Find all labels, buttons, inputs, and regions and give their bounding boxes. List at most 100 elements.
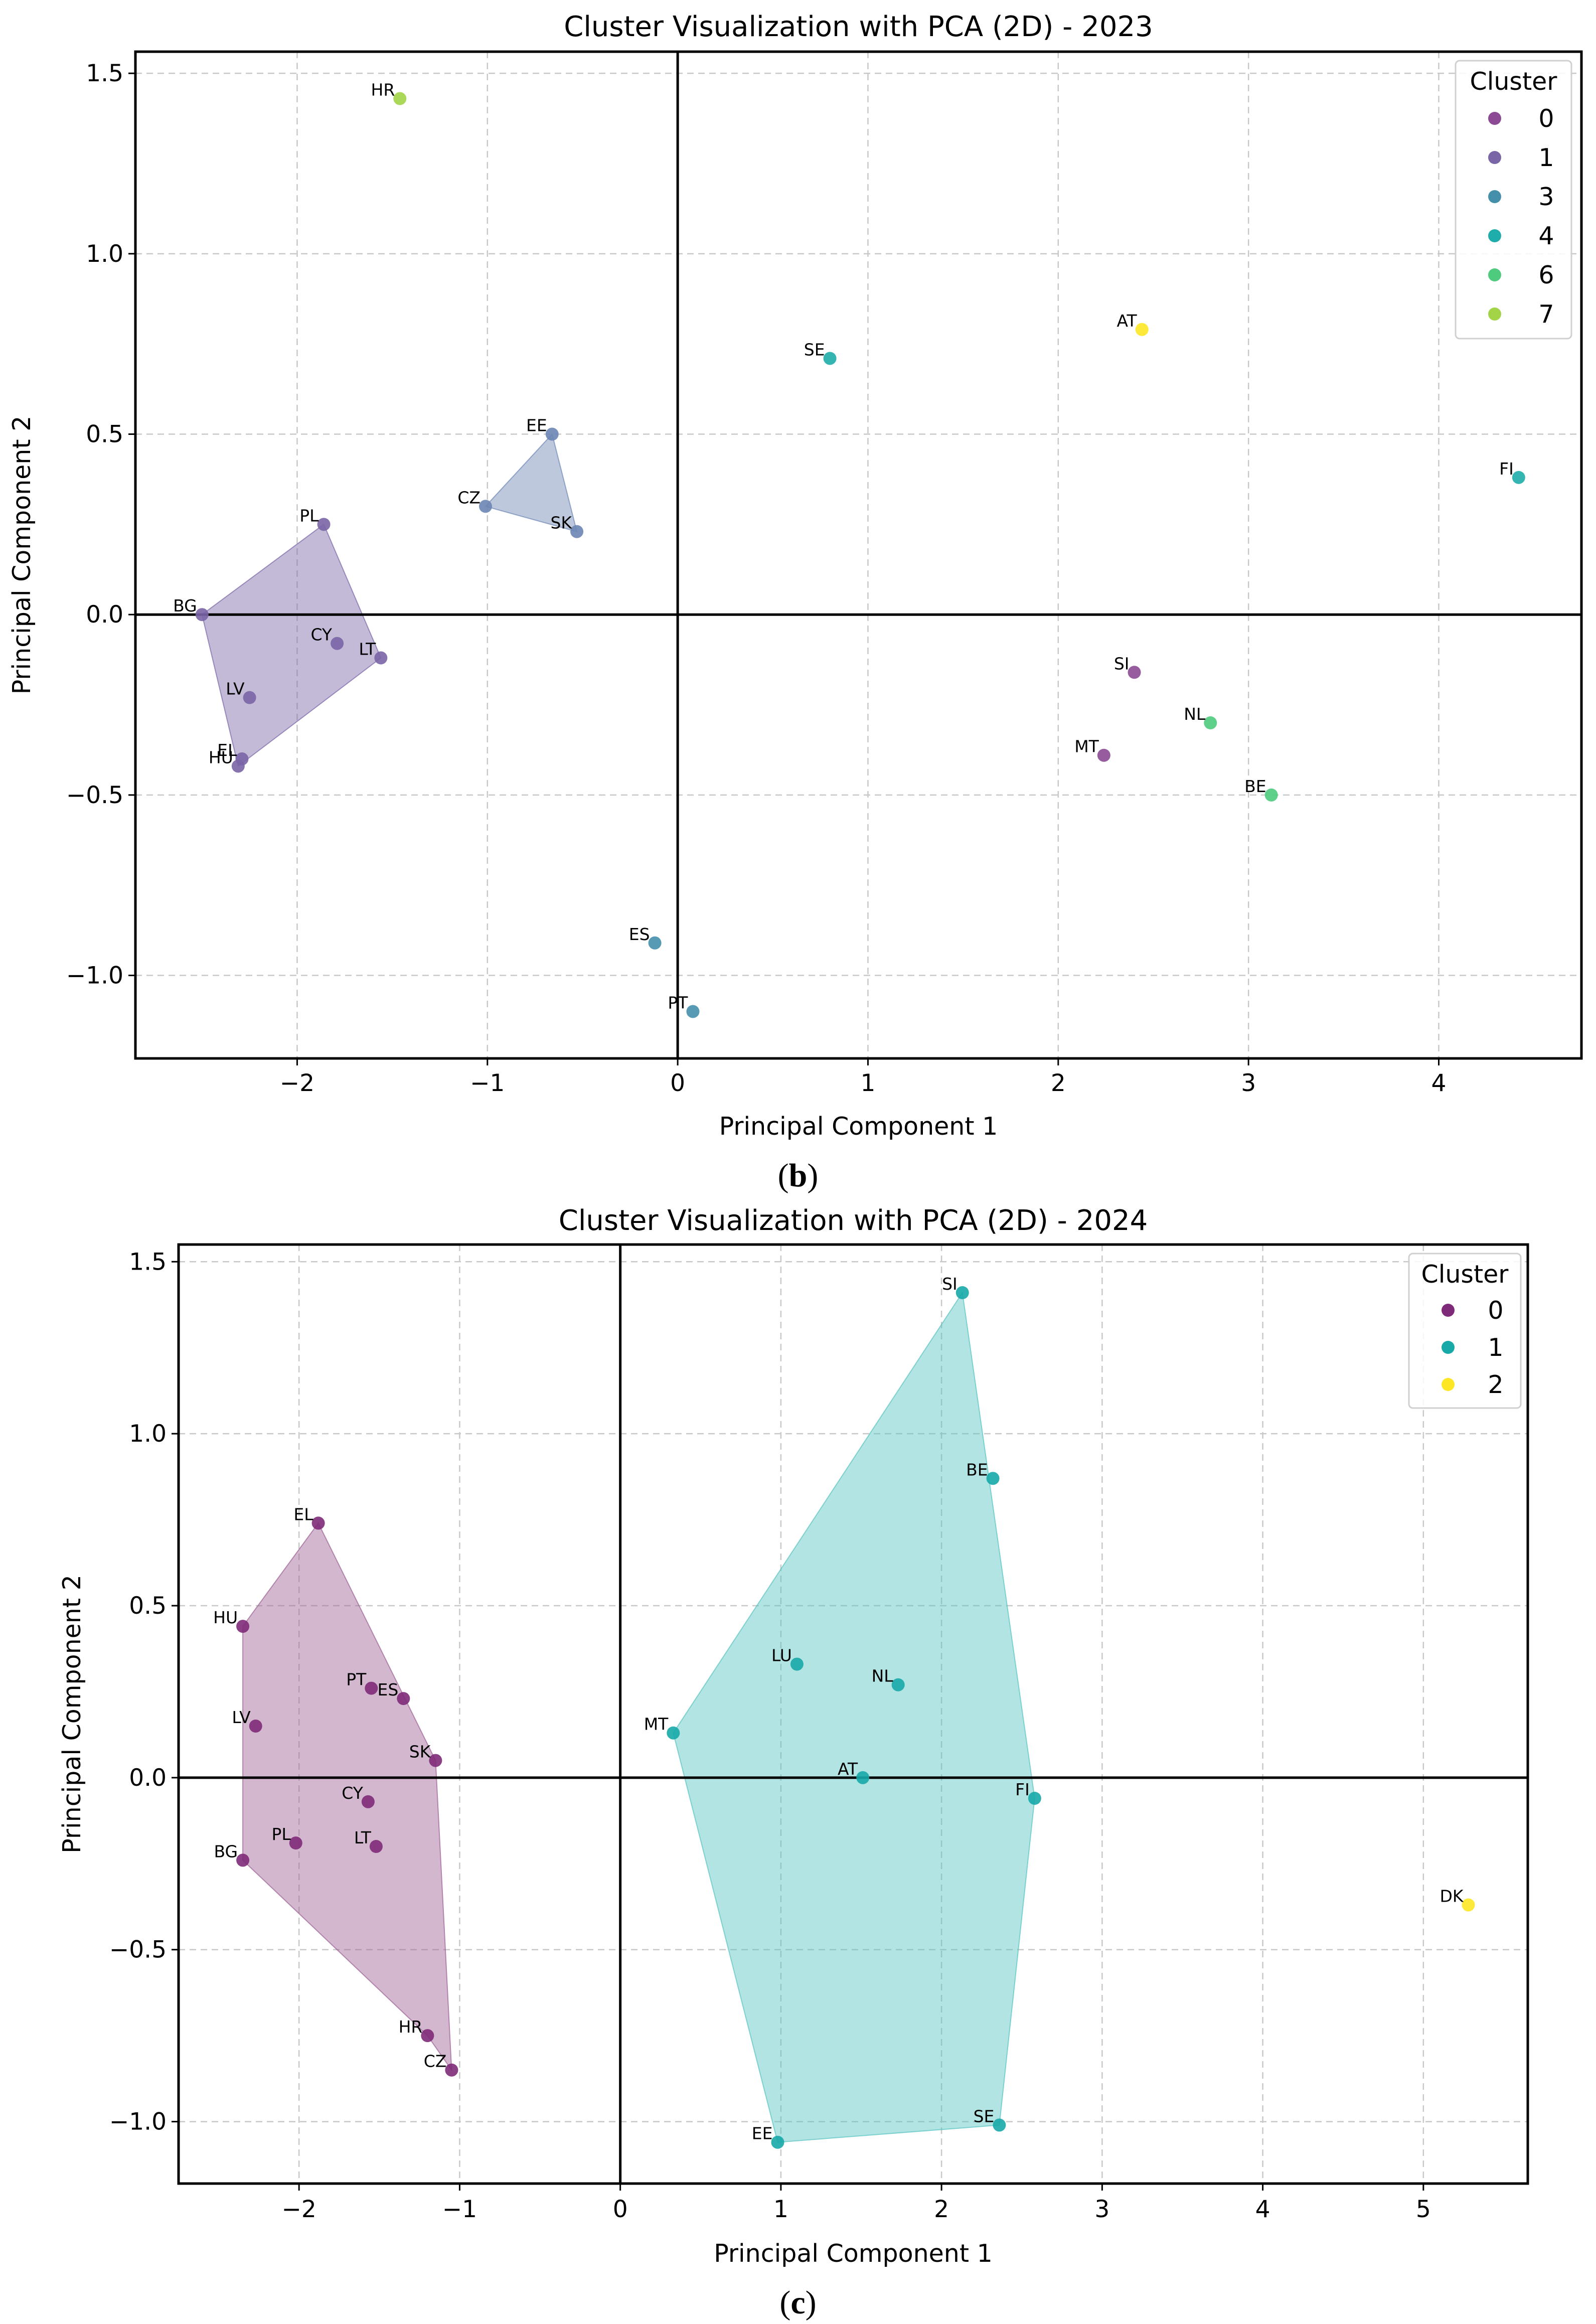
data-point-SE — [823, 352, 837, 365]
x-axis-label: Principal Component 1 — [714, 2239, 993, 2268]
x-tick-label: 1 — [773, 2196, 788, 2223]
legend-box — [1455, 60, 1572, 340]
legend-marker-0 — [1488, 112, 1501, 125]
data-point-ES — [397, 1692, 410, 1706]
x-tick-label: 2 — [934, 2196, 949, 2223]
data-point-FI — [1028, 1792, 1041, 1805]
data-point-LU — [790, 1657, 804, 1671]
point-label-AT: AT — [838, 1759, 858, 1779]
data-point-BE — [986, 1472, 1000, 1485]
point-label-AT: AT — [1117, 311, 1138, 331]
point-label-LU: LU — [771, 1646, 792, 1665]
data-point-FI — [1512, 471, 1525, 484]
data-point-CY — [361, 1795, 375, 1808]
y-tick-label: 1.0 — [129, 1420, 167, 1448]
point-label-SI: SI — [942, 1274, 957, 1294]
point-label-NL: NL — [1184, 704, 1206, 724]
point-label-EE: EE — [752, 2124, 773, 2143]
point-label-PT: PT — [346, 1670, 367, 1689]
legend-label-6: 6 — [1538, 261, 1554, 289]
y-tick-label: −0.5 — [109, 1936, 167, 1964]
y-tick-label: −1.0 — [109, 2108, 167, 2136]
data-point-NL — [891, 1678, 905, 1691]
legend-label-0: 0 — [1488, 1296, 1503, 1325]
legend-label-7: 7 — [1538, 300, 1554, 329]
y-tick-label: 1.5 — [86, 60, 123, 87]
legend-label-1: 1 — [1538, 143, 1554, 172]
legend-label-0: 0 — [1538, 104, 1554, 133]
point-label-SE: SE — [974, 2106, 995, 2126]
point-label-PT: PT — [668, 993, 688, 1012]
data-point-SK — [429, 1754, 442, 1767]
data-point-EE — [545, 427, 559, 441]
chart-title: Cluster Visualization with PCA (2D) - 20… — [564, 11, 1153, 43]
data-point-EE — [771, 2135, 784, 2149]
point-label-CZ: CZ — [424, 2052, 447, 2071]
data-point-LT — [369, 1840, 383, 1853]
y-tick-label: 0.0 — [86, 601, 123, 629]
data-point-CY — [331, 637, 344, 650]
point-label-HR: HR — [371, 80, 395, 100]
data-point-LT — [374, 651, 388, 665]
point-label-HU: HU — [209, 747, 233, 767]
y-tick-label: 0.5 — [86, 421, 123, 448]
legend-marker-1 — [1442, 1341, 1455, 1354]
y-axis-label: Principal Component 2 — [8, 416, 36, 695]
data-point-BG — [195, 608, 209, 622]
y-axis-label: Principal Component 2 — [58, 1575, 86, 1853]
legend-box — [1408, 1253, 1522, 1409]
x-tick-label: 1 — [861, 1069, 876, 1097]
point-label-CY: CY — [342, 1783, 363, 1803]
x-axis-label: Principal Component 1 — [719, 1112, 998, 1141]
legend-marker-7 — [1488, 307, 1501, 321]
point-label-LV: LV — [226, 679, 245, 699]
data-point-PT — [365, 1681, 378, 1695]
y-tick-label: −0.5 — [66, 782, 123, 809]
point-label-FI: FI — [1499, 459, 1514, 479]
x-tick-label: 3 — [1241, 1069, 1256, 1097]
legend-marker-4 — [1488, 229, 1501, 242]
y-tick-label: 0.0 — [129, 1764, 167, 1792]
point-label-BE: BE — [966, 1460, 988, 1479]
point-label-MT: MT — [644, 1715, 669, 1734]
data-point-DK — [1462, 1898, 1475, 1912]
data-point-BG — [236, 1853, 250, 1867]
point-label-BG: BG — [214, 1841, 238, 1861]
data-point-CZ — [478, 500, 492, 513]
data-point-LV — [243, 691, 256, 704]
x-tick-label: −2 — [282, 2196, 316, 2223]
data-point-HR — [421, 2029, 434, 2043]
legend-title: Cluster — [1470, 67, 1558, 96]
point-label-MT: MT — [1074, 737, 1099, 756]
caption-c: (c) — [779, 2284, 816, 2321]
point-label-LV: LV — [232, 1708, 251, 1727]
point-label-NL: NL — [872, 1666, 894, 1686]
data-point-PL — [317, 518, 331, 531]
x-tick-label: −2 — [280, 1069, 314, 1097]
point-label-LT: LT — [359, 640, 376, 659]
data-point-BE — [1264, 788, 1278, 802]
point-label-SK: SK — [409, 1742, 431, 1762]
legend-label-3: 3 — [1538, 183, 1554, 211]
y-tick-label: 0.5 — [129, 1592, 167, 1620]
point-label-BG: BG — [173, 596, 197, 615]
legend-marker-0 — [1442, 1304, 1455, 1317]
data-point-EL — [311, 1516, 325, 1530]
data-point-AT — [1135, 323, 1149, 336]
data-point-PL — [289, 1836, 302, 1850]
data-point-AT — [856, 1771, 870, 1784]
x-tick-label: −1 — [470, 1069, 505, 1097]
point-label-SK: SK — [550, 513, 572, 533]
caption-b: (b) — [778, 1157, 819, 1194]
point-label-EL: EL — [217, 740, 237, 760]
point-label-HU: HU — [213, 1608, 238, 1627]
point-label-CZ: CZ — [457, 488, 481, 507]
plot-frame — [177, 1243, 1529, 2185]
point-label-SI: SI — [1114, 654, 1130, 673]
x-tick-label: 4 — [1255, 2196, 1270, 2223]
point-label-PL: PL — [299, 506, 319, 525]
chart-title: Cluster Visualization with PCA (2D) - 20… — [559, 1204, 1148, 1237]
